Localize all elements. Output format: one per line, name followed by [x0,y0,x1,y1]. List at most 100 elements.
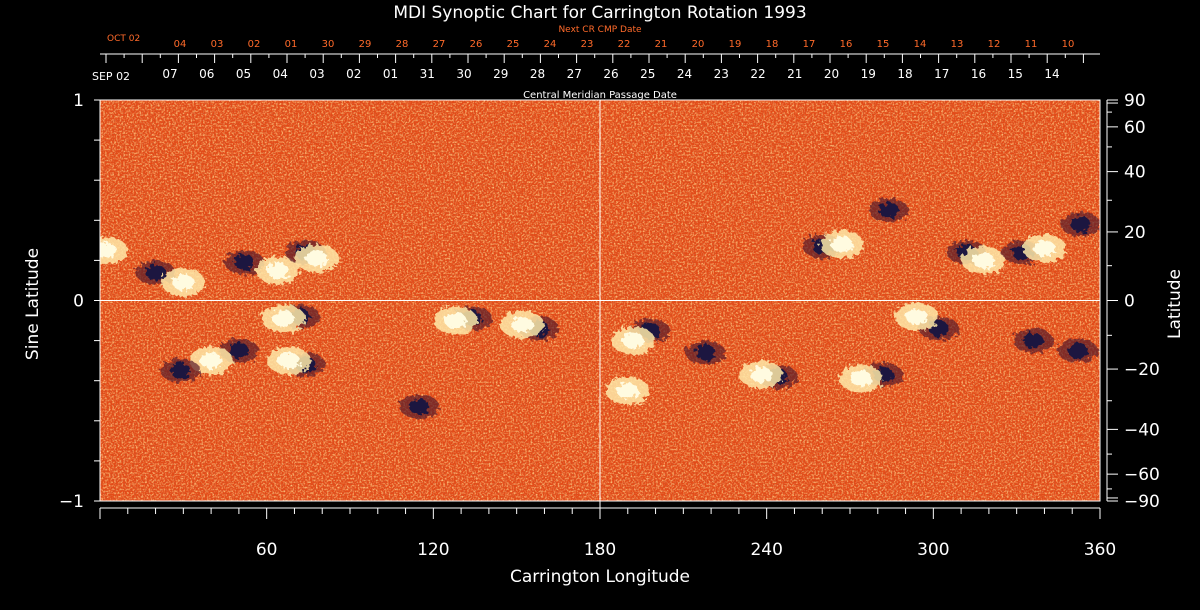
cmp-tick-label: 26 [603,67,618,81]
x-axis-label: Carrington Longitude [510,567,690,587]
positive-region [616,382,639,399]
next-cr-tick-label: 02 [248,39,261,50]
positive-region [622,332,645,349]
cmp-tick-label: 06 [199,67,214,81]
cmp-tick-label: 17 [934,67,949,81]
negative-region [409,398,430,415]
next-cr-start-label: OCT 02 [107,34,140,44]
cmp-tick-label: 01 [383,67,398,81]
y-tick-label: 1 [73,91,84,111]
axes: 60 120 180 240 300 360 1 0 −1 90 60 40 20 0 −20 −40 −60 −… [59,91,1160,560]
positive-region [200,352,223,369]
positive-region [266,262,289,279]
next-cr-tick-label: 19 [729,39,742,50]
next-cr-tick-label: 22 [618,39,631,50]
chart-title: MDI Synoptic Chart for Carrington Rotati… [393,3,806,23]
positive-region [172,274,195,291]
cmp-tick-label: 25 [640,67,655,81]
x-tick-label: 120 [417,540,449,560]
x-tick-label: 360 [1084,540,1116,560]
positive-region [750,366,773,383]
negative-region [695,344,716,361]
positive-region [100,242,117,259]
x-tick-label: 60 [256,540,278,560]
cmp-tick-label: 03 [309,67,324,81]
positive-region [277,352,300,369]
y-tick-label: −1 [59,492,84,512]
next-cr-tick-label: 01 [285,39,298,50]
positive-region [511,316,534,333]
cmp-tick-label: 14 [1044,67,1059,81]
next-cr-tick-label: 23 [581,39,594,50]
cmp-tick-label: 16 [971,67,986,81]
cmp-tick-label: 27 [567,67,582,81]
cmp-tick-label: 31 [420,67,435,81]
positive-region [305,250,328,267]
lat-tick-label: −20 [1124,360,1160,380]
cmp-tick-label: 15 [1008,67,1023,81]
negative-region [1070,216,1091,233]
next-cr-tick-label: 21 [655,39,668,50]
next-cr-tick-label: 10 [1062,39,1075,50]
next-cr-tick-label: 13 [951,39,964,50]
next-cr-axis-label: Next CR CMP Date [558,25,642,35]
cmp-tick-label: 24 [677,67,692,81]
cmp-tick-label: 05 [236,67,251,81]
cmp-axis-label: Central Meridian Passage Date [523,90,677,101]
next-cr-tick-label: 14 [914,39,927,50]
next-cr-tick-label: 04 [174,39,187,50]
negative-region [145,264,166,281]
positive-region [272,310,295,327]
cmp-tick-label: 30 [456,67,471,81]
lat-tick-label: 60 [1124,118,1146,138]
y-tick-label: 0 [73,292,84,312]
next-cr-tick-label: 24 [544,39,557,50]
positive-region [850,370,873,387]
positive-region [972,252,995,269]
lat-tick-label: −90 [1124,492,1160,512]
next-cr-tick-label: 28 [396,39,409,50]
positive-region [444,312,467,329]
x-tick-label: 300 [917,540,949,560]
cmp-tick-label: 04 [273,67,288,81]
negative-region [228,342,249,359]
next-cr-tick-label: 16 [840,39,853,50]
next-cr-tick-label: 03 [211,39,224,50]
lat-tick-label: 90 [1124,91,1146,111]
cmp-tick-label: 02 [346,67,361,81]
next-cr-tick-label: 11 [1025,39,1038,50]
next-cr-tick-label: 30 [322,39,335,50]
positive-region [905,308,928,325]
y-axis-right-label: Latitude [1165,269,1185,339]
negative-region [1067,342,1088,359]
negative-region [234,254,255,271]
lat-tick-label: −40 [1124,420,1160,440]
positive-region [830,236,853,253]
y-axis-label: Sine Latitude [23,248,43,360]
cmp-tick-label: 20 [824,67,839,81]
negative-region [878,202,899,219]
cmp-tick-label: 23 [714,67,729,81]
next-cr-tick-label: 29 [359,39,372,50]
lat-tick-label: 40 [1124,163,1146,183]
next-cr-tick-label: 20 [692,39,705,50]
positive-region [1033,240,1056,257]
date-axes: Next CR CMP Date OCT 02 SEP 02 Central M… [92,25,1100,101]
cmp-tick-label: 21 [787,67,802,81]
cmp-tick-label: 18 [897,67,912,81]
next-cr-tick-label: 17 [803,39,816,50]
lat-tick-label: 20 [1124,223,1146,243]
lat-tick-label: −60 [1124,465,1160,485]
negative-region [170,362,191,379]
next-cr-tick-label: 25 [507,39,520,50]
next-cr-tick-label: 18 [766,39,779,50]
next-cr-tick-label: 27 [433,39,446,50]
cmp-tick-label: 29 [493,67,508,81]
cmp-tick-label: 22 [750,67,765,81]
x-tick-label: 240 [750,540,782,560]
lat-tick-label: 0 [1124,292,1135,312]
next-cr-tick-label: 26 [470,39,483,50]
cmp-tick-label: 07 [162,67,177,81]
cmp-tick-label: 28 [530,67,545,81]
